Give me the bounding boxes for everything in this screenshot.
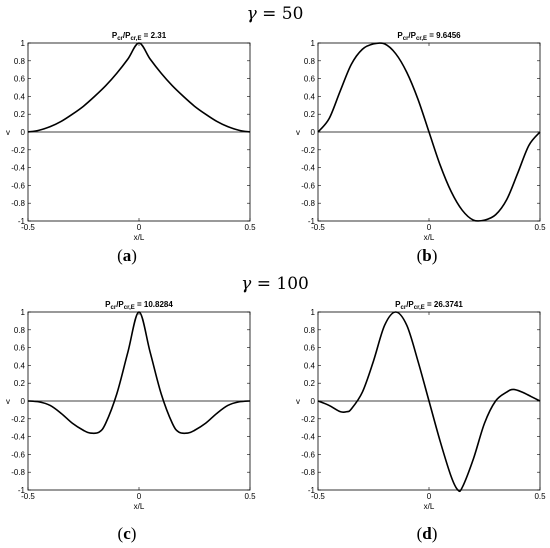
y-tick-label: 0.6	[14, 344, 26, 353]
gamma-value: 100	[276, 274, 309, 294]
y-tick-label: 0.8	[304, 326, 316, 335]
x-tick-label: -0.5	[311, 223, 325, 232]
x-tick-label: 0	[427, 223, 432, 232]
y-tick-label: 0	[21, 128, 26, 137]
y-tick-label: -0.6	[11, 450, 25, 459]
y-tick-label: -0.2	[11, 146, 25, 155]
y-tick-label: 1	[21, 39, 26, 48]
y-tick-label: -0.8	[301, 468, 315, 477]
y-tick-label: 0.4	[304, 92, 316, 101]
x-axis-label: x/L	[134, 233, 145, 242]
y-tick-label: -0.8	[301, 199, 315, 208]
y-tick-label: -0.8	[11, 199, 25, 208]
panel-label-b: (b)	[416, 246, 438, 265]
y-tick-label: 0	[311, 397, 316, 406]
y-tick-label: -1	[308, 217, 316, 226]
y-tick-label: 0	[21, 397, 26, 406]
x-tick-label: 0.5	[244, 492, 256, 501]
row-title-1: γ = 50	[0, 4, 550, 24]
y-tick-label: -0.2	[301, 146, 315, 155]
y-axis-label: v	[6, 128, 10, 137]
gamma-symbol: γ =	[241, 274, 277, 294]
plot-title: Pcr/Pcr,E = 26.3741	[395, 300, 463, 311]
y-tick-label: -0.2	[301, 415, 315, 424]
x-tick-label: -0.5	[21, 223, 35, 232]
series-line	[317, 42, 541, 222]
y-tick-label: -0.2	[11, 415, 25, 424]
y-tick-label: 1	[311, 39, 316, 48]
x-tick-label: 0.5	[534, 492, 546, 501]
y-tick-label: 1	[21, 308, 26, 317]
x-tick-label: -0.5	[21, 492, 35, 501]
y-tick-label: 0.8	[304, 57, 316, 66]
y-tick-label: -0.4	[301, 164, 315, 173]
y-tick-label: 0.8	[14, 57, 26, 66]
x-tick-label: 0	[137, 492, 142, 501]
x-tick-label: 0	[427, 492, 432, 501]
y-tick-label: -0.4	[301, 433, 315, 442]
row-title-2: γ = 100	[0, 274, 550, 294]
y-tick-label: 0.2	[14, 379, 26, 388]
y-tick-label: 0.4	[14, 361, 26, 370]
y-tick-label: 0.6	[14, 75, 26, 84]
panel-label-d: (d)	[416, 524, 438, 543]
x-tick-label: 0.5	[244, 223, 256, 232]
y-tick-label: 0.2	[304, 110, 316, 119]
series-line	[317, 311, 541, 493]
plot-title: Pcr/Pcr,E = 9.6456	[397, 31, 461, 42]
y-tick-label: -0.4	[11, 433, 25, 442]
x-tick-label: -0.5	[311, 492, 325, 501]
x-axis-label: x/L	[134, 502, 145, 511]
series-line	[27, 311, 251, 435]
x-axis-label: x/L	[424, 233, 435, 242]
y-tick-label: 0.4	[304, 361, 316, 370]
panel-label-a: (a)	[117, 246, 137, 265]
y-tick-label: -1	[18, 217, 26, 226]
y-tick-label: -1	[308, 486, 316, 495]
gamma-symbol: γ =	[246, 4, 282, 24]
y-tick-label: -0.8	[11, 468, 25, 477]
y-tick-label: -1	[18, 486, 26, 495]
y-tick-label: 0.4	[14, 92, 26, 101]
y-tick-label: 0	[311, 128, 316, 137]
plot-title: Pcr/Pcr,E = 2.31	[112, 31, 167, 42]
plot-title: Pcr/Pcr,E = 10.8284	[105, 300, 173, 311]
y-tick-label: 0.2	[14, 110, 26, 119]
y-tick-label: -0.4	[11, 164, 25, 173]
y-tick-label: -0.6	[11, 181, 25, 190]
y-tick-label: 1	[311, 308, 316, 317]
x-axis-label: x/L	[424, 502, 435, 511]
y-tick-label: -0.6	[301, 450, 315, 459]
x-tick-label: 0.5	[534, 223, 546, 232]
y-tick-label: 0.6	[304, 344, 316, 353]
panel-label-c: (c)	[117, 524, 137, 543]
y-tick-label: -0.6	[301, 181, 315, 190]
y-tick-label: 0.6	[304, 75, 316, 84]
gamma-value: 50	[281, 4, 304, 24]
y-axis-label: v	[6, 397, 10, 406]
x-tick-label: 0	[137, 223, 142, 232]
series-line	[27, 42, 251, 133]
y-axis-label: v	[296, 128, 300, 137]
y-tick-label: 0.2	[304, 379, 316, 388]
y-axis-label: v	[296, 397, 300, 406]
y-tick-label: 0.8	[14, 326, 26, 335]
